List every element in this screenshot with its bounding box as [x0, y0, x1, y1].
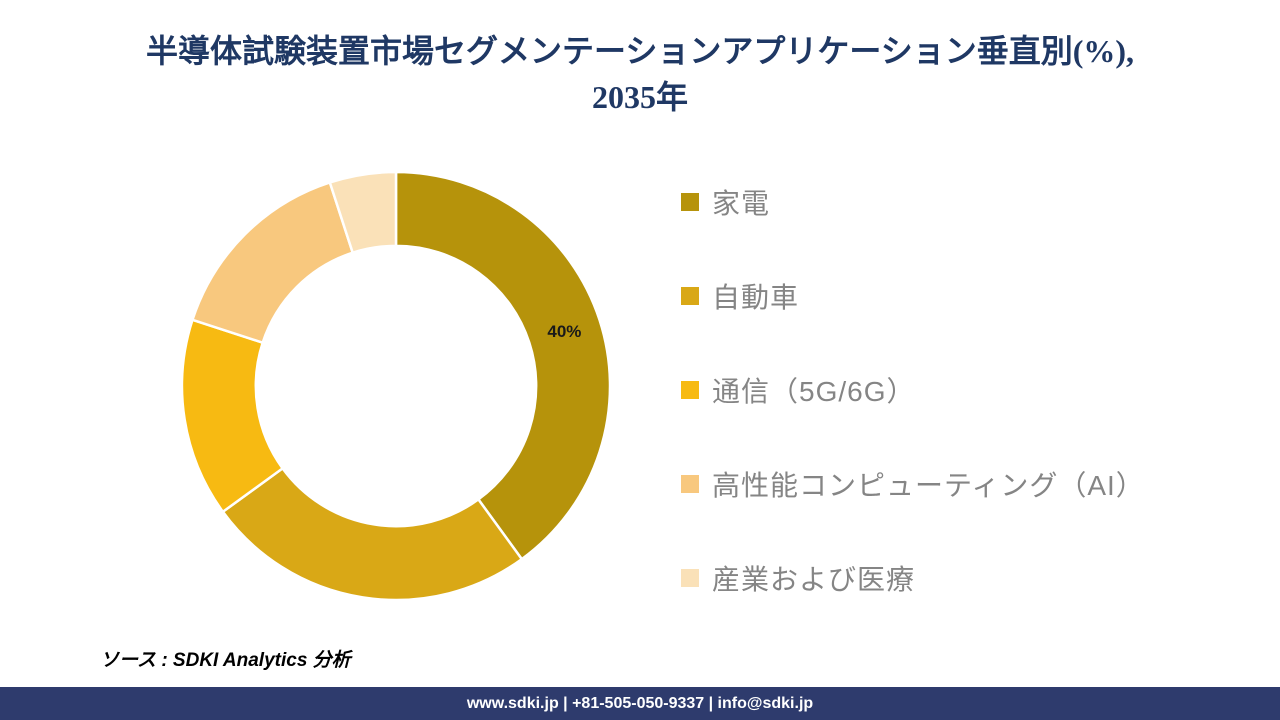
- donut-segment-3: [190, 180, 355, 345]
- page-title-line-2: 2035年: [591, 79, 688, 116]
- legend-item-3: 高性能コンピューティング（AI）: [681, 467, 1145, 501]
- footer-contact-text: www.sdki.jp | +81-505-050-9337 | info@sd…: [466, 695, 814, 712]
- legend-label: 通信（5G/6G）: [712, 376, 916, 407]
- page-title: 半導体試験装置市場セグメンテーションアプリケーション垂直別(%), 2035年: [40, 28, 1240, 121]
- page-title-line-1: 半導体試験装置市場セグメンテーションアプリケーション垂直別(%),: [145, 33, 1135, 69]
- donut-segment-0: [394, 170, 612, 561]
- legend-label: 高性能コンピューティング（AI）: [712, 470, 1145, 501]
- legend-marker-icon: [681, 475, 699, 493]
- legend-item-4: 産業および医療: [681, 561, 1145, 595]
- legend-label: 産業および医療: [712, 564, 916, 595]
- donut-chart-svg: 40%: [180, 170, 612, 602]
- chart-legend: 家電自動車通信（5G/6G） 高性能コンピューティング（AI） 産業および医療: [681, 185, 1145, 595]
- footer-bar: www.sdki.jp | +81-505-050-9337 | info@sd…: [0, 687, 1280, 720]
- legend-marker-icon: [681, 569, 699, 587]
- donut-data-label-0: 40%: [547, 322, 581, 341]
- legend-item-2: 通信（5G/6G）: [681, 373, 1145, 407]
- legend-item-1: 自動車: [681, 279, 1145, 313]
- legend-marker-icon: [681, 193, 699, 211]
- legend-marker-icon: [681, 381, 699, 399]
- legend-label: 自動車: [712, 282, 800, 313]
- source-note: ソース : SDKI Analytics 分析: [100, 650, 351, 671]
- donut-segment-1: [221, 466, 524, 602]
- legend-item-0: 家電: [681, 185, 1145, 219]
- donut-segment-4: [328, 170, 398, 255]
- donut-chart: 40%: [176, 166, 616, 606]
- legend-marker-icon: [681, 287, 699, 305]
- legend-label: 家電: [712, 188, 771, 219]
